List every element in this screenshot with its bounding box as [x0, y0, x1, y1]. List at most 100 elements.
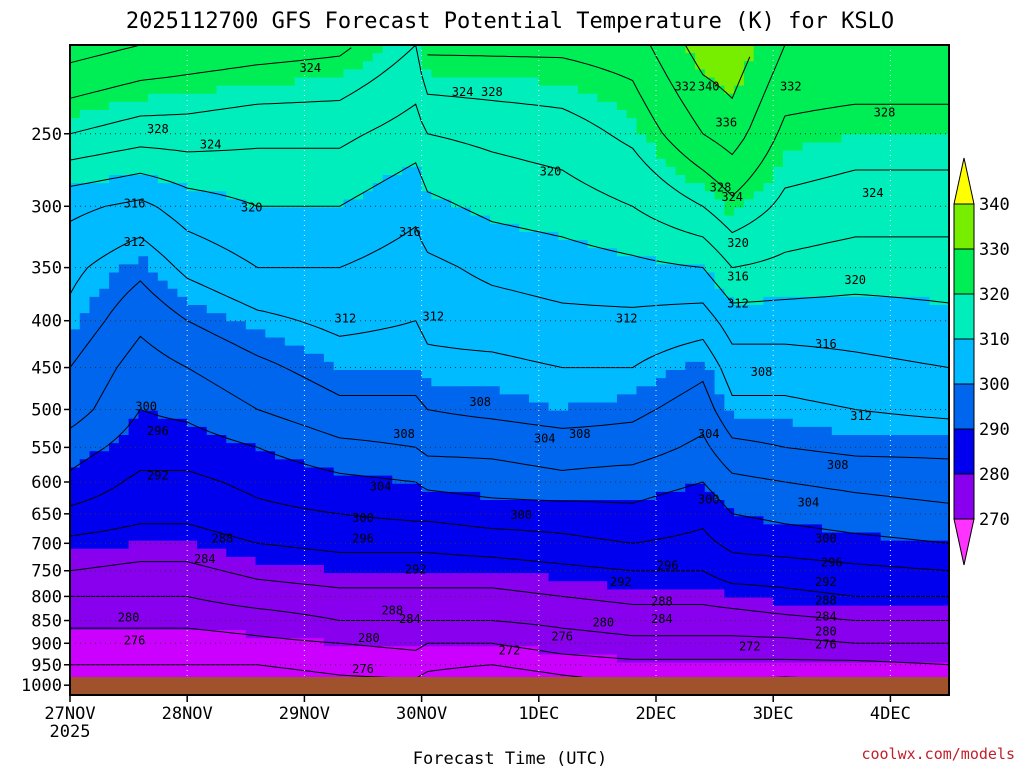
theta-cell — [382, 435, 393, 444]
theta-cell — [226, 264, 237, 274]
theta-cell — [577, 223, 589, 233]
theta-cell — [402, 45, 413, 54]
theta-cell — [70, 256, 81, 265]
theta-cell — [304, 621, 315, 631]
theta-cell — [431, 589, 442, 599]
theta-cell — [226, 459, 237, 469]
theta-cell — [226, 305, 237, 314]
theta-cell — [538, 532, 550, 542]
theta-cell — [372, 166, 384, 176]
theta-cell — [431, 223, 442, 233]
theta-cell — [597, 418, 608, 428]
theta-cell — [421, 126, 432, 135]
theta-cell — [538, 516, 550, 525]
theta-cell — [489, 459, 501, 469]
theta-cell — [343, 467, 354, 477]
theta-cell — [460, 621, 472, 631]
theta-cell — [118, 296, 130, 306]
theta-cell — [607, 158, 618, 168]
theta-cell — [138, 272, 149, 282]
theta-cell — [607, 483, 618, 493]
theta-cell — [216, 240, 227, 249]
theta-cell — [558, 110, 569, 119]
theta-cell — [392, 280, 403, 290]
theta-cell — [646, 654, 657, 664]
theta-cell — [499, 337, 511, 347]
theta-cell — [265, 516, 276, 525]
theta-cell — [489, 508, 501, 517]
theta-cell — [470, 378, 481, 387]
theta-cell — [226, 280, 237, 290]
theta-cell — [265, 565, 276, 574]
theta-cell — [460, 305, 472, 314]
theta-cell — [538, 597, 550, 607]
theta-cell — [216, 256, 227, 265]
theta-cell — [245, 296, 257, 306]
theta-cell — [646, 394, 657, 404]
theta-cell — [363, 467, 374, 477]
theta-cell — [363, 85, 374, 95]
theta-cell — [343, 345, 354, 355]
theta-cell — [99, 93, 110, 103]
theta-cell — [382, 256, 393, 265]
theta-cell — [441, 321, 452, 330]
theta-cell — [489, 296, 501, 306]
theta-cell — [323, 231, 335, 241]
theta-cell — [255, 191, 266, 200]
theta-cell — [597, 475, 608, 485]
theta-cell — [548, 85, 559, 95]
theta-cell — [196, 370, 208, 379]
theta-cell — [177, 540, 188, 550]
theta-cell — [519, 370, 530, 379]
theta-cell — [284, 272, 296, 282]
theta-cell — [558, 329, 569, 339]
theta-cell — [353, 426, 364, 436]
theta-cell — [314, 589, 325, 599]
theta-cell — [509, 118, 520, 127]
theta-cell — [99, 418, 110, 428]
theta-cell — [489, 670, 501, 680]
theta-cell — [675, 134, 686, 144]
theta-cell — [167, 565, 179, 574]
theta-cell — [460, 483, 472, 493]
theta-cell — [460, 459, 472, 469]
theta-cell — [548, 378, 559, 387]
theta-cell — [304, 646, 315, 655]
theta-cell — [431, 305, 442, 314]
theta-cell — [353, 621, 364, 631]
theta-cell — [265, 53, 276, 62]
theta-cell — [441, 305, 452, 314]
theta-cell — [509, 386, 520, 395]
theta-cell — [177, 630, 188, 639]
theta-cell — [587, 313, 598, 322]
theta-cell — [509, 605, 520, 615]
theta-cell — [626, 207, 638, 217]
theta-cell — [382, 597, 393, 607]
theta-cell — [636, 451, 647, 460]
theta-cell — [568, 191, 579, 200]
theta-cell — [441, 199, 452, 209]
theta-cell — [587, 532, 598, 542]
theta-cell — [597, 500, 608, 509]
theta-cell — [314, 126, 325, 135]
theta-cell — [392, 313, 403, 322]
theta-cell — [489, 500, 501, 509]
theta-cell — [304, 296, 315, 306]
theta-cell — [616, 329, 628, 339]
theta-cell — [304, 248, 315, 257]
theta-cell — [245, 313, 257, 322]
theta-cell — [255, 418, 266, 428]
theta-cell — [480, 305, 491, 314]
theta-cell — [148, 85, 159, 95]
theta-cell — [421, 459, 432, 469]
theta-cell — [489, 85, 501, 95]
theta-cell — [411, 670, 423, 680]
theta-cell — [372, 296, 384, 306]
theta-cell — [236, 45, 247, 54]
theta-cell — [509, 321, 520, 330]
theta-cell — [226, 443, 237, 452]
theta-cell — [206, 662, 218, 672]
theta-cell — [636, 646, 647, 655]
theta-cell — [236, 223, 247, 233]
theta-cell — [431, 556, 442, 566]
